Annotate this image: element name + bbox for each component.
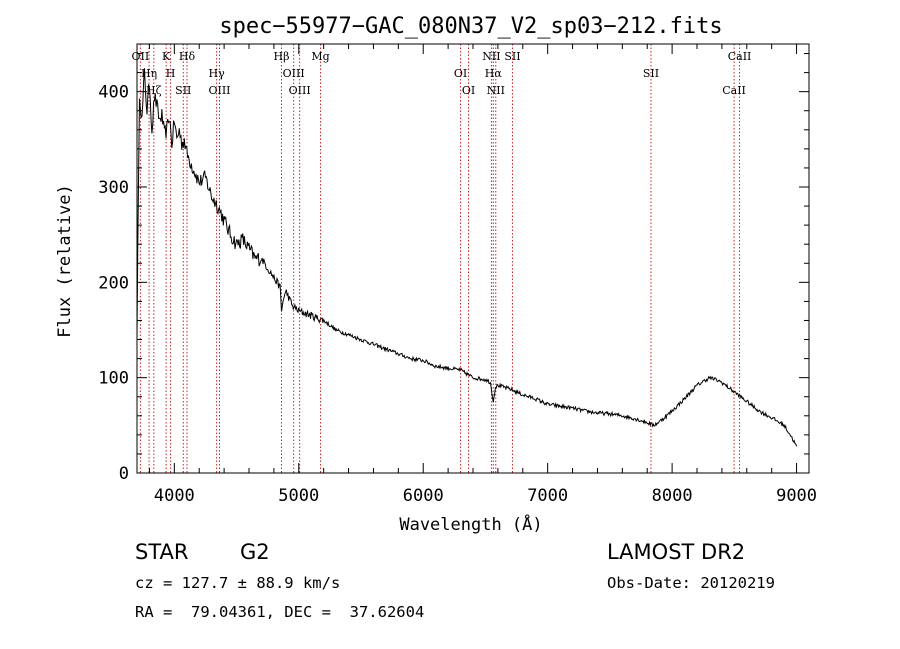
spectral-line-label: OIII — [208, 84, 230, 97]
y-tick-label: 0 — [119, 464, 129, 484]
obs-date-text: Obs-Date: 20120219 — [607, 574, 775, 592]
spectral-line-label: OI — [454, 67, 467, 80]
coordinates-text: RA = 79.04361, DEC = 37.62604 — [135, 603, 425, 621]
spectral-line-label: Hγ — [209, 67, 226, 80]
spectral-line-label: CaII — [728, 50, 752, 63]
spectral-line-label: Mg — [311, 50, 329, 63]
object-subclass: G2 — [240, 540, 270, 564]
y-tick-label: 200 — [98, 273, 129, 293]
spectral-line-label: Hδ — [179, 50, 196, 63]
x-axis-label: Wavelength (Å) — [399, 513, 542, 535]
x-tick-label: 9000 — [776, 486, 817, 506]
y-tick-label: 100 — [98, 369, 129, 389]
y-axis-label: Flux (relative) — [55, 184, 75, 338]
spectral-line-label: SII — [175, 84, 191, 97]
x-tick-label: 8000 — [652, 486, 693, 506]
redshift-text: cz = 127.7 ± 88.9 km/s — [135, 574, 341, 592]
y-tick-label: 300 — [98, 178, 129, 198]
spectral-line-label: H — [166, 67, 176, 80]
spectral-line-label: SII — [504, 50, 520, 63]
x-tick-label: 6000 — [403, 486, 444, 506]
spectral-line-label: OII — [132, 50, 150, 63]
spectral-line-label: NII — [482, 50, 500, 63]
spectral-line-label: SII — [643, 67, 659, 80]
axis-ticks: 4000 5000 6000 7000 8000 9000 0 100 200 300 400 — [98, 44, 817, 506]
spectral-line-label: NII — [487, 84, 505, 97]
spectral-line-label: OI — [462, 84, 475, 97]
x-tick-label: 5000 — [278, 486, 319, 506]
spectral-line-label: OIII — [283, 67, 305, 80]
x-tick-label: 4000 — [154, 486, 195, 506]
object-class: STAR — [135, 540, 189, 564]
y-tick-label: 400 — [98, 83, 129, 103]
chart-title: spec−55977−GAC_080N37_V2_sp03−212.fits — [219, 14, 722, 39]
x-tick-label: 7000 — [527, 486, 568, 506]
survey-name: LAMOST DR2 — [607, 540, 746, 564]
spectrum-line — [136, 68, 798, 447]
spectral-line-label: K — [162, 50, 171, 63]
spectral-line-label: Hα — [485, 67, 503, 80]
spectral-line-label: CaII — [722, 84, 746, 97]
spectral-line-label: Hβ — [274, 50, 290, 63]
spectral-line-labels: OIIHηHζKHSIIHδHγOIIIHβOIIIOIIIMgOIOINIIH… — [132, 50, 752, 97]
spectral-line-label: OIII — [289, 84, 311, 97]
